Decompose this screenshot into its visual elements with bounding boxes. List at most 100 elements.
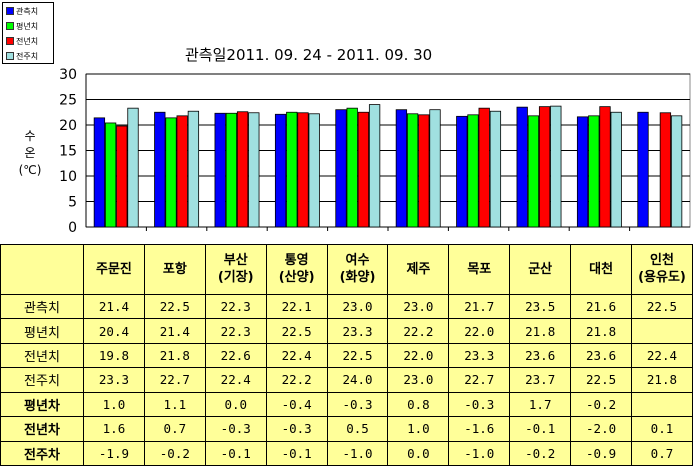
- table-cell: 21.8: [631, 367, 693, 393]
- table-cell: -0.3: [448, 391, 511, 418]
- bar: [308, 113, 320, 228]
- column-header-line: (기장): [217, 270, 254, 286]
- bar: [154, 111, 166, 228]
- legend-swatch: [6, 7, 14, 15]
- table-cell: -0.9: [570, 440, 633, 467]
- table-cell: 23.5: [509, 293, 572, 320]
- table-row: 평년치 20.4 21.4 22.3 22.5 23.3 22.2 22.0 21.8 21.8: [0, 318, 693, 344]
- column-header: 제주: [387, 244, 450, 295]
- table-cell: [631, 391, 693, 418]
- table-cell: -0.1: [204, 440, 267, 467]
- legend-label: 관측치: [16, 6, 39, 16]
- table-cell: 23.0: [387, 367, 450, 393]
- y-tick-label: 20: [59, 118, 77, 134]
- bar: [406, 113, 419, 228]
- row-label: 관측치: [0, 293, 84, 320]
- table-cell: 23.0: [326, 293, 389, 320]
- table-cell: 23.6: [570, 342, 633, 369]
- table-cell: -1.0: [448, 440, 511, 467]
- y-tick-label: 25: [59, 93, 77, 109]
- table-cell: 0.5: [326, 416, 389, 442]
- table-cell: 22.3: [204, 293, 267, 320]
- column-header: 통영 (산양): [265, 244, 328, 295]
- table-row: 전주치 23.3 22.7 22.4 22.2 24.0 23.0 22.7 23.7 22.5 2…: [0, 367, 693, 393]
- table-cell: 22.1: [265, 293, 328, 320]
- column-header: 포항: [143, 244, 206, 295]
- table-corner: [0, 244, 84, 295]
- bar: [286, 111, 298, 228]
- column-header-line: 인천: [650, 253, 674, 269]
- table-cell: 22.6: [204, 342, 267, 369]
- chart-title: 관측일2011. 09. 24 - 2011. 09. 30: [185, 46, 433, 64]
- column-header-line: (산양): [278, 270, 315, 286]
- table-cell: 23.7: [509, 367, 572, 393]
- bar: [116, 125, 128, 228]
- column-header-line: 통영: [284, 253, 309, 269]
- bar: [357, 111, 370, 228]
- table-cell: 1.1: [143, 391, 206, 418]
- table-cell: 20.4: [83, 318, 145, 344]
- table-cell: -0.4: [265, 391, 328, 418]
- bar: [297, 112, 309, 228]
- table-cell: 0.7: [143, 416, 206, 442]
- y-tick-label: 30: [59, 67, 77, 83]
- table-cell: 22.7: [143, 367, 206, 393]
- row-label: 전년차: [0, 416, 84, 442]
- bar: [225, 112, 238, 228]
- column-header-line: 포항: [162, 261, 187, 277]
- table-cell: 22.5: [326, 342, 389, 369]
- table-cell: 23.3: [326, 318, 389, 344]
- column-header-line: 부산: [223, 253, 248, 269]
- table-cell: 0.1: [631, 416, 693, 442]
- table-cell: 21.4: [143, 318, 206, 344]
- table-cell: 22.5: [265, 318, 328, 344]
- column-header: 군산: [509, 244, 572, 295]
- y-tick-label: 10: [59, 169, 77, 185]
- column-header: 대천: [570, 244, 633, 295]
- table-cell: -0.2: [570, 391, 633, 418]
- table-cell: 22.0: [387, 342, 450, 369]
- column-header-line: (용유도): [638, 270, 686, 286]
- row-label: 전주차: [0, 440, 84, 467]
- table-cell: 0.7: [631, 440, 693, 467]
- chart-legend: 관측치 평년치 전년치 전주치: [2, 2, 54, 64]
- y-axis-label-char: 온: [24, 146, 36, 160]
- table-cell: 21.6: [570, 293, 633, 320]
- row-label: 전년치: [0, 342, 84, 369]
- row-label: 전주치: [0, 367, 84, 393]
- table-cell: 21.8: [509, 318, 572, 344]
- table-cell: 22.2: [387, 318, 450, 344]
- y-tick-label: 0: [68, 220, 77, 236]
- bar-chart: 0 5 10 15 20 25 30: [59, 67, 691, 236]
- y-axis-label-char: 수: [24, 129, 36, 143]
- column-header: 주문진: [83, 244, 145, 295]
- y-tick-label: 5: [68, 195, 77, 211]
- table-cell: 0.0: [204, 391, 267, 418]
- column-header-line: (화양): [339, 270, 376, 286]
- column-header-line: 대천: [589, 261, 614, 277]
- table-cell: 22.3: [204, 318, 267, 344]
- bar: [418, 114, 430, 228]
- table-cell: 22.4: [265, 342, 328, 369]
- column-header-line: 여수: [345, 253, 370, 269]
- bar: [599, 106, 611, 228]
- table-cell: 23.3: [83, 367, 145, 393]
- column-header: 인천 (용유도): [631, 244, 693, 295]
- table-cell: 1.0: [83, 391, 145, 418]
- y-tick-label: 15: [59, 144, 77, 160]
- bar: [576, 116, 589, 228]
- bar: [165, 117, 177, 228]
- table-cell: -1.6: [448, 416, 511, 442]
- legend-label: 평년치: [16, 21, 39, 31]
- bar: [610, 111, 622, 228]
- table-row: 평년차 1.0 1.1 0.0 -0.4 -0.3 0.8 -0.3 1.7 -0.2: [0, 391, 693, 418]
- column-header: 부산 (기장): [204, 244, 267, 295]
- bar: [489, 110, 502, 228]
- table-cell: 24.0: [326, 367, 389, 393]
- table-cell: 1.7: [509, 391, 572, 418]
- table-cell: -1.0: [326, 440, 389, 467]
- bar: [274, 113, 287, 228]
- table-cell: -0.1: [265, 440, 328, 467]
- legend-item: 평년치: [3, 19, 53, 33]
- bar: [538, 106, 551, 228]
